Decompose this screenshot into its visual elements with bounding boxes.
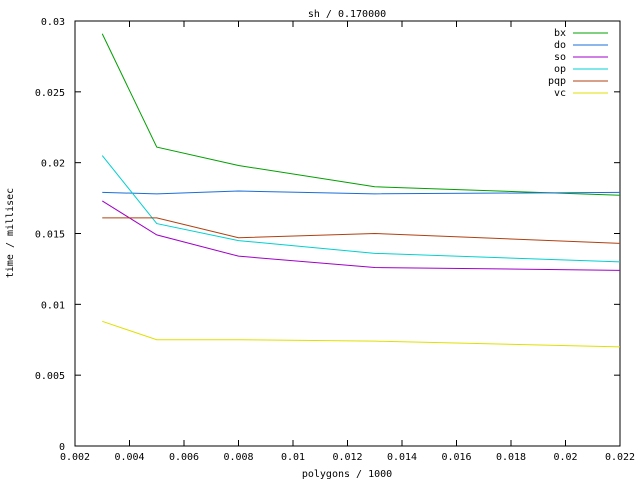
series-line-vc (102, 320, 621, 348)
legend-label-do: do (554, 40, 566, 51)
series-line-bx (101, 33, 621, 196)
plot-frame (74, 20, 621, 447)
y-tick-label: 0.02 (41, 159, 65, 170)
series-lines (101, 33, 621, 348)
x-axis-ticks: 0.002 0.004 0.006 0.008 0.01 0.012 0.014 0.016 0… (60, 21, 635, 463)
y-tick-label: 0.03 (41, 17, 65, 28)
x-tick-label: 0.002 (60, 452, 90, 463)
legend-label-op: op (554, 64, 566, 75)
y-axis-ticks: 0 0.005 0.01 0.015 0.02 0.025 0.03 (35, 17, 620, 453)
legend-label-pqp: pqp (548, 76, 566, 87)
series-line-so (101, 200, 621, 271)
y-tick-label: 0 (59, 442, 65, 453)
x-tick-label: 0.004 (114, 452, 144, 463)
series-line-pqp (102, 217, 621, 244)
x-tick-label: 0.006 (169, 452, 199, 463)
x-tick-label: 0.012 (332, 452, 362, 463)
chart-title: sh / 0.170000 (308, 9, 386, 20)
series-line-do (102, 190, 621, 195)
x-tick-label: 0.018 (496, 452, 526, 463)
y-tick-label: 0.025 (35, 88, 65, 99)
x-tick-label: 0.014 (387, 452, 417, 463)
x-tick-label: 0.01 (281, 452, 305, 463)
x-axis-label: polygons / 1000 (302, 469, 392, 480)
legend-label-vc: vc (554, 88, 566, 99)
legend-label-bx: bx (554, 28, 566, 39)
y-tick-label: 0.01 (41, 300, 65, 311)
y-axis-label: time / millisec (5, 188, 16, 278)
legend-label-so: so (554, 52, 566, 63)
x-tick-label: 0.008 (223, 452, 253, 463)
series-line-op (101, 155, 621, 263)
x-tick-label: 0.022 (605, 452, 635, 463)
x-tick-label: 0.02 (553, 452, 577, 463)
y-tick-label: 0.015 (35, 230, 65, 241)
y-tick-label: 0.005 (35, 371, 65, 382)
x-tick-label: 0.016 (441, 452, 471, 463)
